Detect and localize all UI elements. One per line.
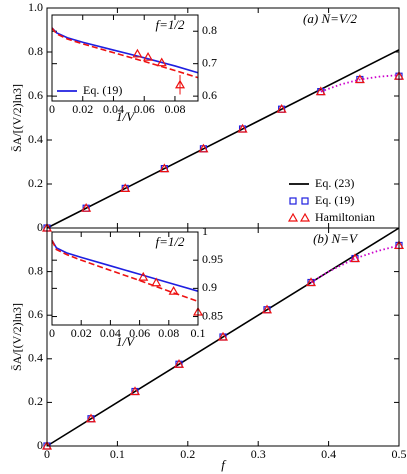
legend-symbol: [287, 212, 299, 222]
triangle-marker: [120, 183, 131, 192]
legend-label: Eq. (19): [315, 193, 354, 207]
triangle-marker: [315, 86, 326, 96]
y-tick-label: 0.95: [202, 252, 223, 266]
triangle-marker: [354, 74, 365, 84]
x-tick-label: 0.08: [158, 326, 179, 340]
y-tick-label: 0: [37, 438, 43, 452]
triangle-marker: [156, 57, 167, 67]
triangle-marker: [81, 202, 92, 212]
y-tick-label: 0.4: [28, 351, 43, 365]
x-tick-label: 0.04: [100, 326, 121, 340]
y-tick-label: 0.4: [28, 132, 43, 146]
legend-symbol: [299, 212, 311, 222]
y-tick-label: 0.6: [28, 88, 43, 102]
y-tick-label: 0.8: [28, 44, 43, 58]
annotation: (b) N=V: [313, 231, 359, 246]
y-tick-label: 1.0: [28, 0, 43, 14]
annotation: f=1/2: [156, 17, 185, 32]
y-tick-label: 0.9: [202, 280, 217, 294]
x-tick-label: 0.4: [321, 447, 336, 461]
series-line: [320, 74, 400, 93]
y-axis-label: S̄A/[(V/2)ln3]: [10, 84, 24, 152]
x-tick-label: 0.08: [164, 102, 185, 116]
triangle-marker: [168, 285, 179, 295]
triangle-marker: [129, 386, 141, 396]
triangle-marker: [85, 413, 97, 423]
series-line: [51, 240, 199, 292]
legend-label: Hamiltonian: [315, 210, 375, 224]
triangle-marker: [305, 277, 317, 287]
triangle-marker: [151, 277, 162, 287]
triangle-marker: [217, 331, 229, 341]
x-tick-label: 0.5: [392, 447, 407, 461]
annotation: (a) N=V/2: [303, 11, 357, 26]
y-tick-label: 0.6: [28, 307, 43, 321]
y-tick-label: 0.85: [202, 308, 223, 322]
legend-symbol: [301, 197, 309, 205]
x-tick-label: 0.04: [103, 102, 124, 116]
inset-background: [52, 15, 198, 101]
series-line: [46, 227, 400, 447]
series-line: [46, 49, 400, 229]
legend-label: Eq. (23): [315, 176, 354, 190]
series-line: [310, 244, 400, 284]
y-tick-label: 0.7: [202, 55, 217, 69]
series-line: [51, 27, 199, 74]
x-tick-label: 0.2: [180, 447, 195, 461]
plot-frame: [51, 231, 199, 326]
x-tick-label: 0.06: [129, 326, 150, 340]
triangle-marker: [132, 48, 143, 58]
x-tick-label: 0: [49, 326, 55, 340]
triangle-marker: [159, 163, 170, 173]
triangle-marker: [237, 123, 248, 133]
triangle-marker: [143, 51, 154, 61]
series-line: [51, 27, 199, 79]
x-tick-label: 0.3: [251, 447, 266, 461]
x-tick-label: 0.1: [110, 447, 125, 461]
triangle-marker: [276, 103, 287, 113]
legend-label: Eq. (19): [83, 83, 122, 97]
x-tick-label: 0.06: [134, 102, 155, 116]
x-axis-label: 1/V: [116, 334, 136, 349]
triangle-marker: [174, 79, 186, 89]
triangle-marker: [198, 143, 209, 153]
y-tick-label: 0.6: [202, 88, 217, 102]
plot-frame: [51, 14, 199, 102]
series-line: [51, 240, 199, 303]
inset-background: [52, 232, 198, 325]
y-axis-label: S̄A/[(V/2)ln3]: [10, 303, 24, 371]
x-tick-label: 0.02: [71, 326, 92, 340]
triangle-marker: [173, 359, 185, 368]
y-tick-label: 1: [202, 224, 208, 238]
x-tick-label: 0.1: [191, 326, 206, 340]
triangle-marker: [261, 304, 273, 314]
plot-frame: [46, 227, 400, 447]
x-tick-label: 0: [49, 102, 55, 116]
y-tick-label: 0.8: [28, 263, 43, 277]
x-axis-label: 1/V: [116, 109, 136, 124]
y-tick-label: 0: [37, 220, 43, 234]
x-axis-label: f: [221, 457, 227, 472]
y-tick-label: 0.2: [28, 176, 43, 190]
x-tick-label: 0: [44, 447, 50, 461]
triangle-marker: [138, 271, 149, 281]
x-tick-label: 0.02: [72, 102, 93, 116]
y-tick-label: 0.8: [202, 23, 217, 37]
y-tick-label: 0.2: [28, 394, 43, 408]
legend-symbol: [289, 197, 297, 205]
annotation: f=1/2: [156, 234, 185, 249]
